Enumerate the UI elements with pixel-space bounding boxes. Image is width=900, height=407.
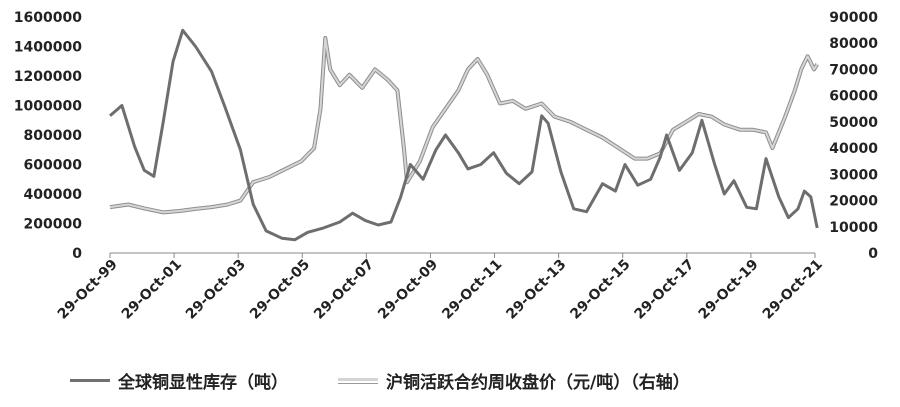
x-axis-tick-label: 29-Oct-21 [760, 257, 826, 323]
left-axis-tick-label: 0 [72, 246, 82, 262]
legend-swatch-inventory [70, 379, 110, 382]
left-axis-tick-label: 800000 [24, 128, 83, 144]
x-axis-tick-label: 29-Oct-99 [55, 257, 121, 323]
left-axis-tick-label: 1000000 [14, 99, 82, 115]
right-axis-tick-label: 20000 [829, 194, 878, 210]
right-axis-tick-label: 10000 [829, 220, 878, 236]
left-axis-tick-label: 600000 [24, 158, 83, 174]
x-axis-tick-label: 29-Oct-11 [439, 257, 505, 323]
x-axis-tick-label: 29-Oct-05 [247, 257, 313, 323]
dual-axis-line-chart: 0200000400000600000800000100000012000001… [14, 10, 878, 323]
right-axis-tick-label: 60000 [829, 89, 878, 105]
left-axis-tick-label: 1400000 [14, 40, 82, 56]
legend-swatch-price [338, 377, 378, 384]
legend-item-price: 沪铜活跃合约周收盘价（元/吨）（右轴） [338, 368, 690, 393]
right-axis-tick-label: 40000 [829, 141, 878, 157]
left-axis-tick-label: 1600000 [14, 10, 82, 26]
left-axis-tick-label: 1200000 [14, 69, 82, 85]
x-axis-tick-label: 29-Oct-13 [503, 257, 569, 323]
left-axis-tick-label: 400000 [24, 187, 83, 203]
legend-item-inventory: 全球铜显性库存（吨） [70, 368, 288, 393]
legend: 全球铜显性库存（吨） 沪铜活跃合约周收盘价（元/吨）（右轴） [70, 368, 740, 393]
right-axis-tick-label: 70000 [829, 62, 878, 78]
x-axis-tick-label: 29-Oct-09 [375, 257, 441, 323]
left-axis-tick-labels: 0 200000 400000 600000 800000 1000000 1200000 1… [14, 10, 82, 262]
series-line-price-outline [109, 36, 819, 215]
legend-label-price: 沪铜活跃合约周收盘价（元/吨）（右轴） [386, 373, 690, 393]
x-axis-tick-label: 29-Oct-07 [311, 257, 377, 323]
series-line-price [109, 37, 819, 214]
right-axis-tick-labels: 0 10000 20000 30000 40000 50000 60000 70000 8000… [829, 10, 878, 262]
x-axis-tick-label: 29-Oct-03 [183, 257, 249, 323]
right-axis-tick-label: 50000 [829, 115, 878, 131]
x-axis-tick-label: 29-Oct-19 [696, 257, 762, 323]
series-layer [109, 28, 819, 242]
legend-label-inventory: 全球铜显性库存（吨） [118, 373, 288, 393]
right-axis-tick-label: 90000 [829, 10, 878, 26]
right-axis-tick-label: 80000 [829, 36, 878, 52]
x-axis-tick-label: 29-Oct-15 [567, 257, 633, 323]
series-line-inventory [109, 28, 819, 242]
x-axis-tick-label: 29-Oct-17 [632, 257, 698, 323]
x-axis-tick-labels: 29-Oct-9929-Oct-0129-Oct-0329-Oct-0529-O… [55, 253, 826, 323]
x-axis-tick-label: 29-Oct-01 [119, 257, 185, 323]
left-axis-tick-label: 200000 [24, 217, 83, 233]
right-axis-tick-label: 0 [868, 246, 878, 262]
right-axis-tick-label: 30000 [829, 167, 878, 183]
